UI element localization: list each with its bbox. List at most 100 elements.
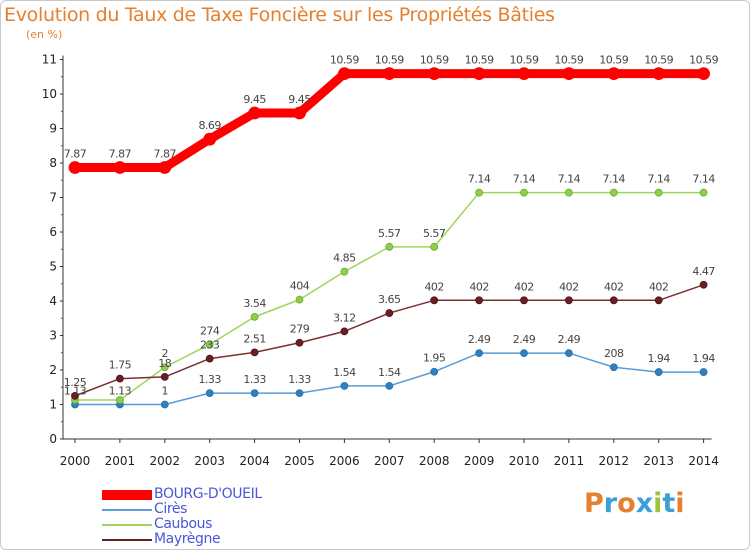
data-point bbox=[295, 338, 304, 347]
data-point bbox=[203, 132, 217, 146]
data-label: 4.47 bbox=[692, 265, 715, 278]
data-label: 1.94 bbox=[692, 352, 715, 365]
data-label: 1.75 bbox=[109, 359, 132, 372]
data-point bbox=[293, 106, 306, 120]
data-point bbox=[116, 396, 124, 404]
data-label: 7.87 bbox=[109, 147, 132, 160]
data-label: 7.14 bbox=[692, 173, 715, 186]
data-point bbox=[699, 280, 708, 289]
data-point bbox=[295, 389, 304, 398]
data-point bbox=[430, 242, 439, 251]
data-point bbox=[205, 354, 214, 363]
data-point bbox=[430, 367, 439, 376]
data-point bbox=[472, 67, 486, 81]
data-label: 18 bbox=[158, 357, 171, 370]
y-tick-label: 4 bbox=[49, 294, 57, 308]
proxiti-logo: Proxiti bbox=[584, 488, 685, 519]
legend-swatch bbox=[102, 508, 152, 511]
data-point bbox=[248, 106, 262, 120]
data-label: 2.51 bbox=[243, 332, 266, 345]
data-label: 1.25 bbox=[64, 376, 87, 389]
data-label: 3.54 bbox=[243, 297, 266, 310]
data-label: 2.49 bbox=[558, 333, 581, 346]
data-point bbox=[697, 67, 710, 81]
data-point bbox=[116, 374, 124, 383]
data-label: 402 bbox=[559, 280, 579, 293]
data-point bbox=[520, 296, 528, 305]
data-point bbox=[385, 381, 394, 390]
data-label: 1.54 bbox=[378, 366, 401, 379]
data-point bbox=[113, 161, 127, 174]
y-tick-label: 11 bbox=[42, 53, 57, 67]
x-tick-label: 2014 bbox=[688, 454, 719, 468]
x-tick-label: 2000 bbox=[60, 454, 91, 468]
data-point bbox=[517, 67, 531, 81]
data-point bbox=[654, 188, 663, 197]
data-label: 1.13 bbox=[64, 385, 87, 398]
data-point bbox=[205, 389, 214, 398]
y-tick-label: 6 bbox=[49, 225, 57, 239]
data-label: 3.65 bbox=[378, 293, 401, 306]
data-label: 7.14 bbox=[558, 173, 581, 186]
data-label: 10.59 bbox=[599, 54, 628, 67]
y-tick-label: 7 bbox=[49, 191, 57, 205]
data-label: 1.33 bbox=[243, 373, 266, 386]
y-tick-label: 9 bbox=[49, 122, 57, 136]
data-point bbox=[430, 296, 439, 305]
data-point bbox=[699, 188, 708, 197]
data-point bbox=[565, 188, 573, 197]
data-label: 10.59 bbox=[420, 54, 449, 67]
data-label: 1.33 bbox=[288, 373, 311, 386]
legend-swatch bbox=[102, 538, 152, 541]
data-label: 2.49 bbox=[468, 333, 491, 346]
y-tick-label: 2 bbox=[49, 363, 57, 377]
data-point bbox=[562, 67, 576, 81]
data-point bbox=[337, 67, 351, 81]
data-label: 5.57 bbox=[423, 227, 446, 240]
data-label: 1.33 bbox=[198, 373, 221, 386]
data-point bbox=[385, 309, 394, 317]
line-chart: 0 1 2 3 4 5 6 7 8 9 10 11 2000 2001 2002 2003 2004 2005 20… bbox=[42, 53, 719, 469]
x-tick-label: 2008 bbox=[419, 454, 450, 468]
x-tick-label: 2006 bbox=[329, 454, 360, 468]
data-point bbox=[68, 161, 82, 174]
legend-label: Mayrègne bbox=[154, 531, 221, 547]
legend-label: BOURG-D'OUEIL bbox=[154, 486, 262, 502]
data-label: 274 bbox=[200, 324, 220, 337]
data-label: 7.87 bbox=[154, 147, 177, 160]
data-point bbox=[699, 368, 708, 376]
y-tick-label: 1 bbox=[49, 398, 57, 412]
data-label: 279 bbox=[290, 323, 310, 336]
data-label: 7.14 bbox=[468, 173, 491, 186]
data-point bbox=[427, 67, 441, 81]
data-point bbox=[250, 389, 259, 398]
data-label: 2.49 bbox=[513, 333, 536, 346]
x-tick-label: 2002 bbox=[150, 454, 181, 468]
data-label: 1.54 bbox=[333, 366, 356, 379]
data-label: 10.59 bbox=[465, 54, 494, 67]
data-label: 1.94 bbox=[647, 352, 670, 365]
legend-label: Cirès bbox=[154, 501, 188, 517]
data-point bbox=[565, 296, 573, 305]
data-label: 402 bbox=[604, 280, 624, 293]
data-point bbox=[250, 312, 259, 321]
data-label: 233 bbox=[200, 339, 220, 352]
data-point bbox=[385, 242, 394, 251]
data-label: 404 bbox=[290, 280, 310, 293]
data-label: 402 bbox=[469, 280, 489, 293]
y-tick-label: 5 bbox=[49, 260, 57, 274]
data-label: 10.59 bbox=[375, 54, 404, 67]
data-point bbox=[609, 188, 618, 197]
y-tick-label: 3 bbox=[49, 329, 57, 343]
data-label: 1 bbox=[162, 385, 169, 398]
data-label: 10.59 bbox=[510, 54, 539, 67]
data-label: 1.95 bbox=[423, 352, 446, 365]
x-tick-label: 2012 bbox=[599, 454, 630, 468]
data-point bbox=[71, 391, 79, 400]
data-label: 5.57 bbox=[378, 227, 401, 240]
data-label: 10.59 bbox=[554, 54, 583, 67]
data-point bbox=[475, 188, 484, 197]
chart-subtitle: (en %) bbox=[26, 28, 63, 41]
data-label: 7.14 bbox=[603, 173, 626, 186]
data-point bbox=[609, 363, 618, 372]
